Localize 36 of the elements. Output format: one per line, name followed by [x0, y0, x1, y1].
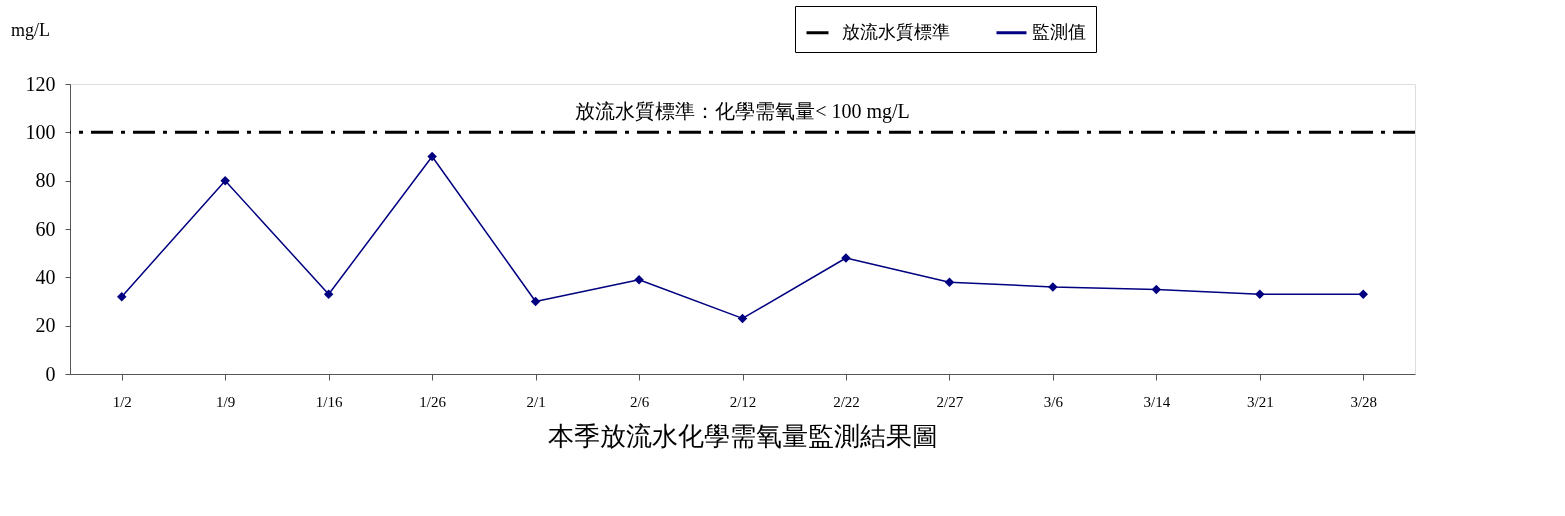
x-tick-label: 1/16 [315, 393, 343, 410]
x-tick-label: 1/9 [216, 393, 236, 410]
legend-label: 放流水質標準 [842, 21, 950, 42]
point [1358, 289, 1369, 299]
point [944, 277, 955, 287]
legend-label: 監測值 [1032, 21, 1086, 42]
x-tick-label: 2/1 [526, 393, 546, 410]
y-tick-label: 20 [35, 314, 56, 337]
point [1151, 284, 1162, 295]
x-tick-label: 2/6 [629, 393, 650, 410]
y-tick-label: 120 [25, 72, 56, 95]
y-tick-label: 100 [25, 120, 56, 143]
annotation: 放流水質標準：化學需氧量< 100 mg/L [575, 100, 910, 124]
x-tick-label: 2/27 [936, 393, 964, 410]
y-tick-label: 80 [35, 169, 56, 192]
point [220, 175, 230, 186]
point [323, 289, 334, 299]
point [530, 296, 541, 307]
point [737, 313, 748, 324]
x-tick-label: 3/21 [1246, 393, 1274, 410]
point [1255, 289, 1265, 299]
y-axis-title: mg/L [11, 19, 50, 40]
x-tick-label: 1/26 [419, 393, 447, 410]
x-tick-label: 2/22 [833, 393, 860, 410]
point [634, 275, 644, 285]
x-tick-label: 3/14 [1143, 393, 1171, 410]
x-axis-title: 本季放流水化學需氧量監測結果圖 [548, 421, 938, 451]
y-tick-label: 60 [35, 217, 56, 240]
y-tick-label: 0 [45, 362, 56, 385]
x-tick-label: 1/2 [112, 393, 132, 410]
x-tick-label: 3/28 [1350, 393, 1378, 410]
x-tick-label: 3/6 [1043, 393, 1064, 410]
point [116, 291, 127, 302]
point [427, 151, 437, 162]
x-tick-label: 2/12 [729, 393, 757, 410]
y-tick-label: 40 [35, 265, 56, 288]
